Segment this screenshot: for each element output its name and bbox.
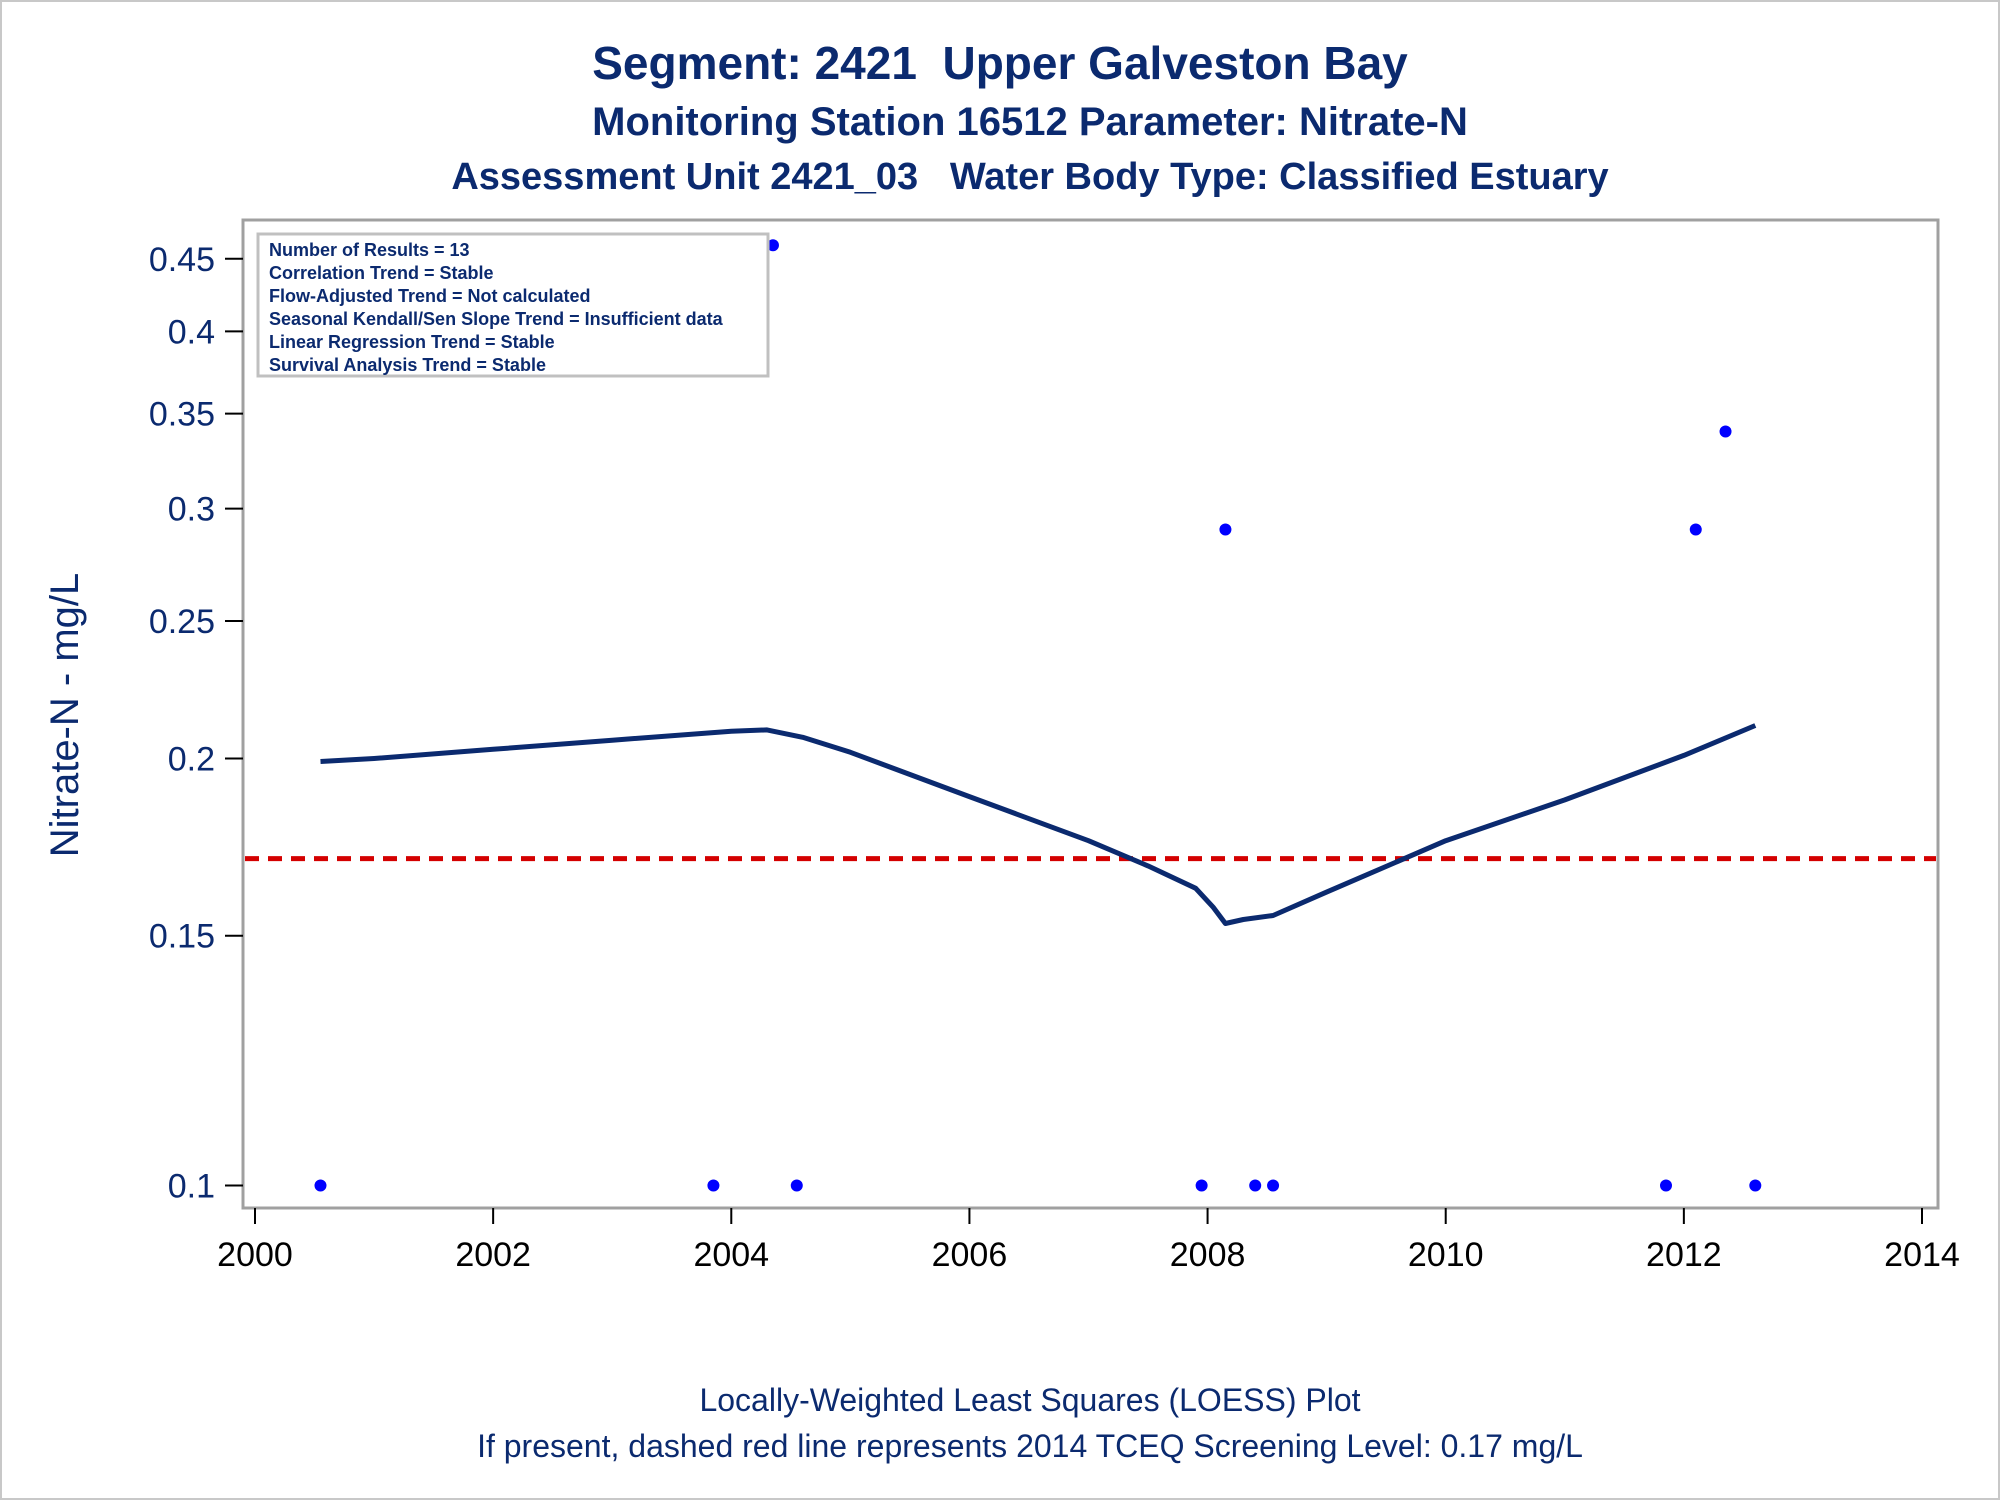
plot-area: [241, 218, 1940, 1210]
footnote-loess: Locally-Weighted Least Squares (LOESS) P…: [699, 1382, 1361, 1418]
chart-title: Segment: 2421 Upper Galveston Bay: [592, 37, 1408, 89]
loess-curve: [320, 723, 1757, 926]
data-point: [790, 1179, 803, 1192]
y-tick-label: 0.4: [168, 313, 215, 351]
loess-line: [320, 723, 1757, 926]
trend-info-box: Number of Results = 13 Correlation Trend …: [256, 232, 770, 378]
y-tick-label: 0.25: [149, 603, 215, 641]
data-point: [707, 1179, 720, 1192]
x-tick-label: 2010: [1408, 1236, 1484, 1274]
y-tick-label: 0.45: [149, 241, 215, 279]
data-point: [1267, 1179, 1280, 1192]
y-tick-label: 0.15: [149, 918, 215, 956]
data-point: [1689, 523, 1702, 536]
data-point: [1195, 1179, 1208, 1192]
data-point: [1249, 1179, 1262, 1192]
info-box-line: Flow-Adjusted Trend = Not calculated: [269, 286, 591, 306]
x-axis: 2000 2002 2004 2006 2008 2010 2012 2014: [217, 1208, 1960, 1274]
data-point: [1749, 1179, 1762, 1192]
x-tick-label: 2008: [1170, 1236, 1246, 1274]
x-tick-label: 2000: [217, 1236, 293, 1274]
info-box-line: Number of Results = 13: [269, 240, 470, 260]
data-point: [766, 239, 779, 252]
x-tick-label: 2004: [693, 1236, 769, 1274]
data-point: [1719, 425, 1732, 438]
x-tick-label: 2006: [932, 1236, 1008, 1274]
data-point: [1219, 523, 1232, 536]
y-tick-label: 0.3: [168, 491, 215, 529]
x-tick-label: 2002: [455, 1236, 531, 1274]
data-points: [314, 239, 1762, 1192]
y-axis: 0.1 0.15 0.2 0.25 0.3 0.35 0.4 0.45: [149, 241, 243, 1206]
chart-subtitle-assessment: Assessment Unit 2421_03 Water Body Type:…: [451, 156, 1609, 198]
x-tick-label: 2014: [1884, 1236, 1960, 1274]
y-axis-label: Nitrate-N - mg/L: [43, 573, 87, 858]
info-box-line: Survival Analysis Trend = Stable: [269, 355, 546, 375]
footnote-screening: If present, dashed red line represents 2…: [477, 1428, 1583, 1464]
y-tick-label: 0.1: [168, 1168, 215, 1206]
y-tick-label: 0.35: [149, 396, 215, 434]
info-box-border: [256, 232, 770, 378]
info-box-line: Seasonal Kendall/Sen Slope Trend = Insuf…: [269, 309, 724, 329]
data-point: [1659, 1179, 1672, 1192]
chart-subtitle-station: Monitoring Station 16512 Parameter: Nitr…: [592, 100, 1468, 144]
y-tick-label: 0.2: [168, 740, 215, 778]
data-point: [314, 1179, 327, 1192]
info-box-line: Correlation Trend = Stable: [269, 263, 494, 283]
info-box-line: Linear Regression Trend = Stable: [269, 332, 555, 352]
x-tick-label: 2012: [1646, 1236, 1722, 1274]
